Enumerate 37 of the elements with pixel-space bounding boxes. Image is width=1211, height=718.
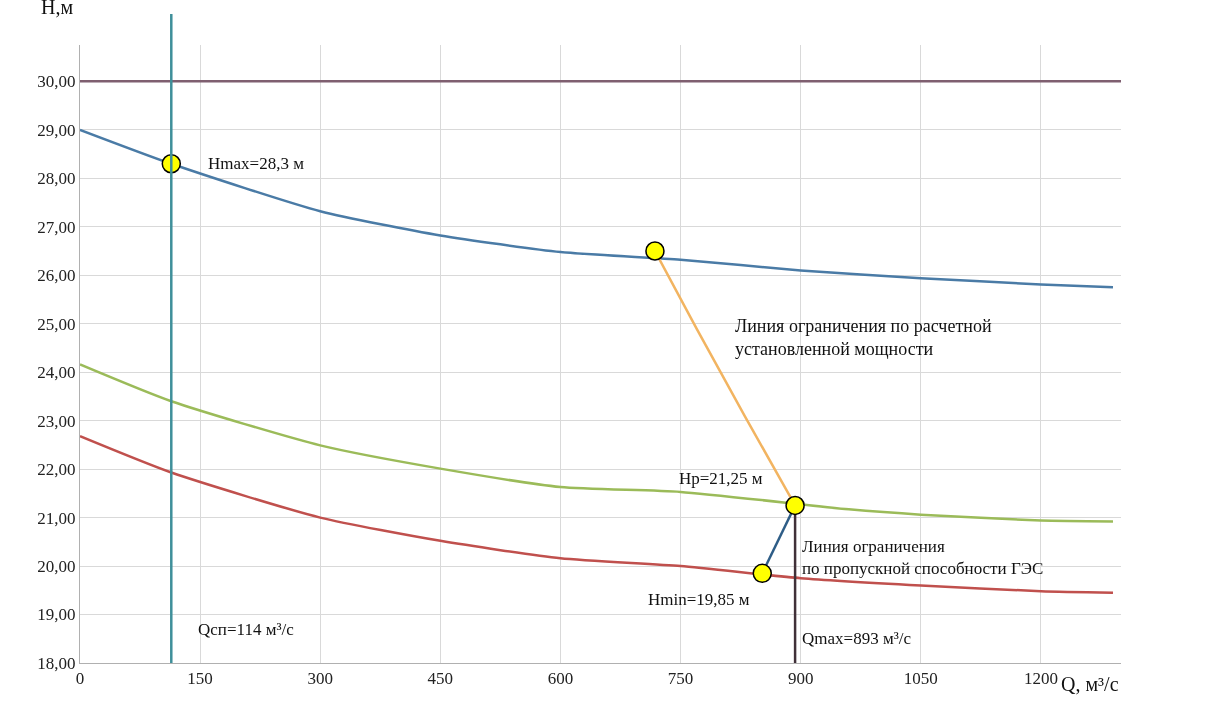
x-axis-title: Q, м³/с — [1061, 673, 1119, 695]
y-tick-label: 19,00 — [37, 605, 76, 625]
y-tick-label: 29,00 — [37, 120, 76, 140]
y-tick-label: 23,00 — [37, 411, 76, 431]
y-tick-label: 27,00 — [37, 217, 76, 237]
x-tick-label: 0 — [75, 669, 85, 689]
annotation: Qсп=114 м³/с — [198, 620, 295, 639]
x-tick-label: 1200 — [1023, 669, 1058, 689]
x-tick-label: 300 — [307, 669, 333, 689]
y-axis-title: H,м — [41, 0, 74, 18]
x-tick-label: 900 — [787, 669, 814, 689]
y-tick-label: 21,00 — [37, 508, 76, 528]
x-tick-label: 750 — [667, 669, 694, 689]
y-tick-label: 22,00 — [37, 460, 76, 480]
y-tick-label: 20,00 — [37, 557, 76, 577]
y-tick-label: 28,00 — [37, 169, 76, 189]
x-tick-label: 450 — [427, 669, 454, 689]
line-series — [80, 128, 1115, 289]
annotation: Hmax=28,3 м — [208, 154, 305, 173]
line-series — [80, 434, 1115, 594]
x-tick-label: 150 — [187, 669, 213, 689]
point — [645, 241, 665, 261]
x-tick-label: 600 — [547, 669, 574, 689]
y-tick-label: 25,00 — [37, 314, 76, 334]
annotation: Qmax=893 м³/с — [802, 629, 912, 648]
y-tick-label: 30,00 — [37, 72, 76, 92]
y-tick-label: 26,00 — [37, 266, 76, 286]
annotation: Hmin=19,85 м — [648, 590, 750, 609]
y-tick-label: 18,00 — [37, 653, 76, 673]
line-series — [80, 363, 1115, 523]
x-tick-label: 1050 — [903, 669, 938, 689]
point — [785, 495, 805, 516]
y-tick-label: 24,00 — [37, 363, 76, 383]
annotation: Линия ограничения по расчетной установленной мощности — [735, 316, 992, 360]
point — [752, 563, 773, 584]
annotation: Hp=21,25 м — [679, 469, 763, 488]
annotation: Линия ограничения по пропускной способности ГЭС — [802, 537, 1044, 579]
